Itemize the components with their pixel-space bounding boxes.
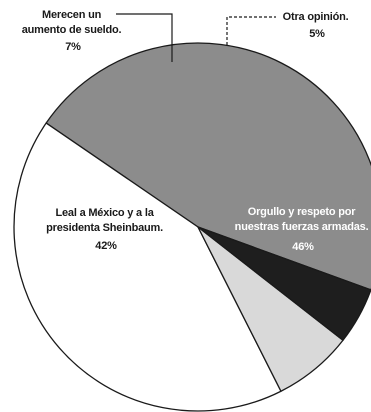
label-aumento-line-1: Merecen un [42,9,102,21]
label-aumento-line-2: aumento de sueldo. [22,24,122,36]
label-orgullo-line-2: nuestras fuerzas armadas. [235,221,369,233]
callout-line-otra [226,16,276,45]
pct-orgullo: 46% [292,241,314,253]
slice-label-orgullo: Orgullo y respeto por nuestras fuerzas a… [235,206,371,253]
label-leal-line-2: presidenta Sheinbaum. [46,222,163,234]
callout-line-aumento [116,13,173,62]
pie-slice-orgullo [45,42,371,291]
pie-slice-leal [13,122,282,412]
label-otra-line-1: Otra opinión. [283,11,349,23]
pct-aumento: 7% [65,41,81,53]
slice-label-otra: Otra opinión. 5% [283,11,352,40]
label-orgullo-line-1: Orgullo y respeto por [248,206,357,218]
pie-slices [13,42,371,412]
slice-label-aumento: Merecen un aumento de sueldo. 7% [22,9,125,53]
label-leal-line-1: Leal a México y a la [56,207,155,219]
pct-leal: 42% [95,240,117,252]
pct-otra: 5% [309,28,325,40]
callout-lines [116,13,276,62]
slice-label-leal: Leal a México y a la presidenta Sheinbau… [46,207,166,252]
